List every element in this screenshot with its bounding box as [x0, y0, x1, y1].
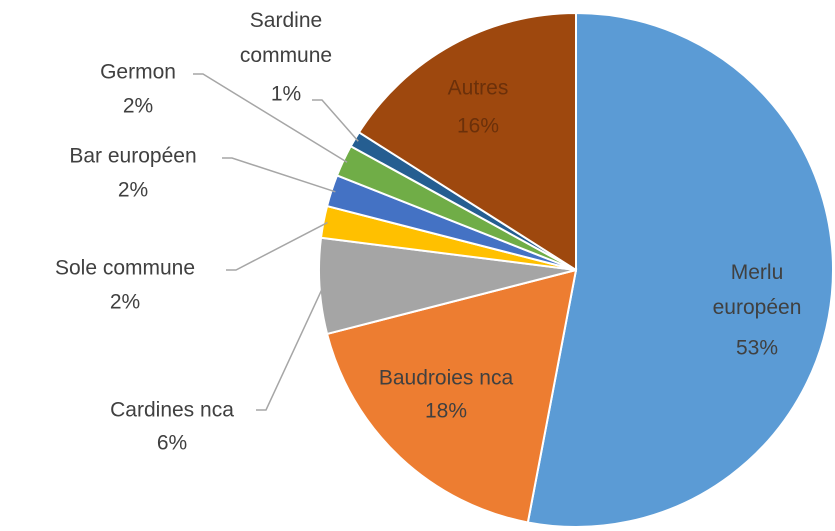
value-label: 18%: [424, 399, 468, 423]
leader-line: [312, 99, 359, 142]
leader-line: [226, 221, 328, 271]
leader-line: [222, 157, 336, 193]
value-label: 6%: [156, 431, 188, 455]
value-label: 2%: [117, 178, 149, 202]
value-label: 53%: [735, 336, 779, 360]
pie-slice: [325, 268, 578, 524]
category-label: Autres: [447, 76, 509, 100]
category-label: Merlu européen: [712, 261, 802, 319]
value-label: 2%: [122, 94, 154, 118]
leader-line: [256, 285, 325, 411]
pie-slice: [526, 11, 834, 528]
category-label: Cardines nca: [110, 398, 234, 422]
category-label: Baudroies nca: [378, 366, 514, 390]
value-label: 1%: [270, 82, 302, 106]
category-label: Sardine commune: [239, 9, 333, 67]
leader-line: [193, 73, 348, 163]
category-label: Bar européen: [69, 144, 197, 168]
value-label: 16%: [456, 114, 500, 138]
category-label: Germon: [100, 60, 176, 84]
pie-slice: [357, 11, 577, 272]
value-label: 2%: [109, 290, 141, 314]
category-label: Sole commune: [54, 256, 196, 280]
